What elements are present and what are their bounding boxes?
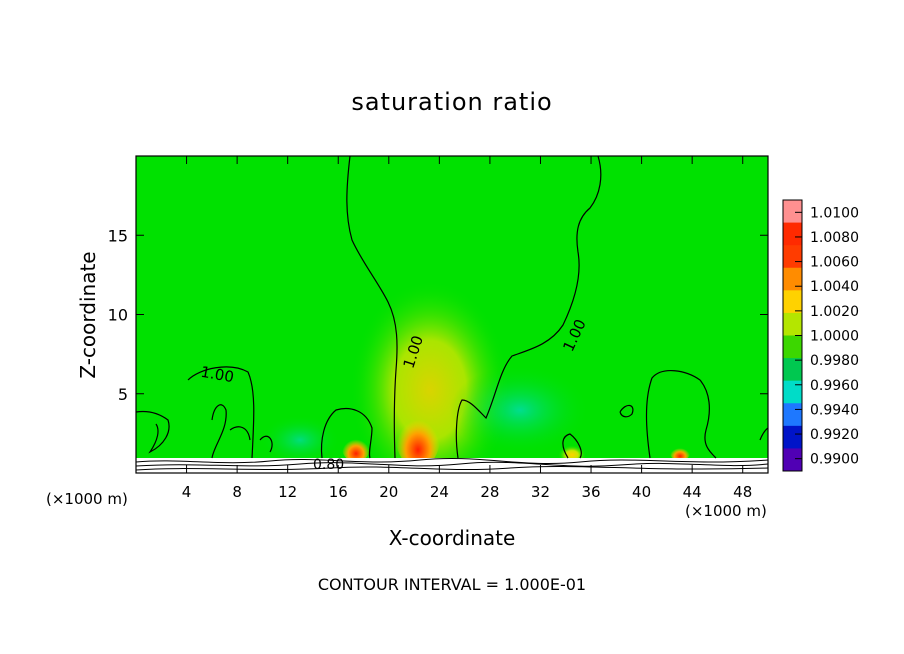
colorbar-label: 1.0000 [810,329,859,345]
colorbar-label: 0.9960 [810,378,859,394]
red-core-3 [670,445,690,461]
x-tick-label: 36 [581,483,600,501]
field-shading: 1.00 1.00 1.00 0.80 [136,156,768,473]
contour-label-1: 1.00 [199,363,235,387]
y-tick-label: 5 [118,385,128,404]
x-tick-label: 40 [632,483,651,501]
x-tick-label: 28 [480,483,499,501]
surface-contour-1 [136,458,768,464]
x-tick-label: 44 [683,483,702,501]
contour-line-right [455,156,602,459]
red-core-2 [396,408,440,468]
colorbar-label: 1.0100 [810,205,859,221]
colorbar-label: 0.9920 [810,427,859,443]
x-tick-label: 48 [733,483,752,501]
chart-title: saturation ratio [351,88,553,116]
x-tick-label: 16 [329,483,348,501]
colorbar-swatch [783,267,802,291]
contour-line-patch-left [320,407,373,459]
colorbar-swatch [783,403,802,427]
x-axis-ticks: 4 8 12 16 20 24 28 32 36 40 44 48 [182,156,752,501]
contour-line-center [346,156,398,459]
colorbar-label: 0.9940 [810,402,859,418]
colorbar-swatch [783,290,802,314]
colorbar-labels: 1.0100 1.0080 1.0060 1.0040 1.0020 1.0000 0.99… [795,205,859,468]
colorbar-swatch [783,448,802,472]
left-moist-shading [260,415,340,465]
colorbar-swatch [783,222,802,246]
y-axis-ticks: 5 10 15 [108,226,768,404]
x-tick-label: 24 [430,483,449,501]
right-moist-shading [450,365,590,455]
surface-contour-3 [136,465,768,471]
x-tick-label: 12 [278,483,297,501]
colorbar-swatch [783,335,802,359]
contour-line-left [136,366,273,459]
x-tick-label: 32 [531,483,550,501]
colorbar-swatch [783,312,802,336]
colorbar-swatch [783,358,802,382]
colorbar-label: 0.9900 [810,452,859,468]
colorbar-label: 1.0080 [810,230,859,246]
x-tick-label: 4 [182,483,192,501]
contour-interval-note: CONTOUR INTERVAL = 1.000E-01 [317,575,587,594]
x-unit-label-right: (×1000 m) [685,502,767,520]
colorbar-label: 1.0060 [810,255,859,271]
x-tick-label: 20 [379,483,398,501]
red-core-1 [342,434,370,462]
x-unit-label-left: (×1000 m) [46,490,128,508]
colorbar-label: 1.0020 [810,304,859,320]
colorbar-swatch [783,245,802,269]
colorbar-swatch [783,380,802,404]
x-axis-label: X-coordinate [388,526,516,550]
contour-label-4: 0.80 [313,457,344,473]
y-tick-label: 10 [108,306,128,325]
colorbar-swatch [783,425,802,449]
colorbar-swatch [783,200,802,224]
x-tick-label: 8 [232,483,242,501]
y-tick-label: 15 [108,226,128,245]
colorbar-label: 0.9980 [810,353,859,369]
surface-contour-2 [136,461,768,467]
y-axis-label: Z-coordinate [76,251,100,379]
colorbar-label: 1.0040 [810,279,859,295]
contour-line-right-far [562,370,768,459]
